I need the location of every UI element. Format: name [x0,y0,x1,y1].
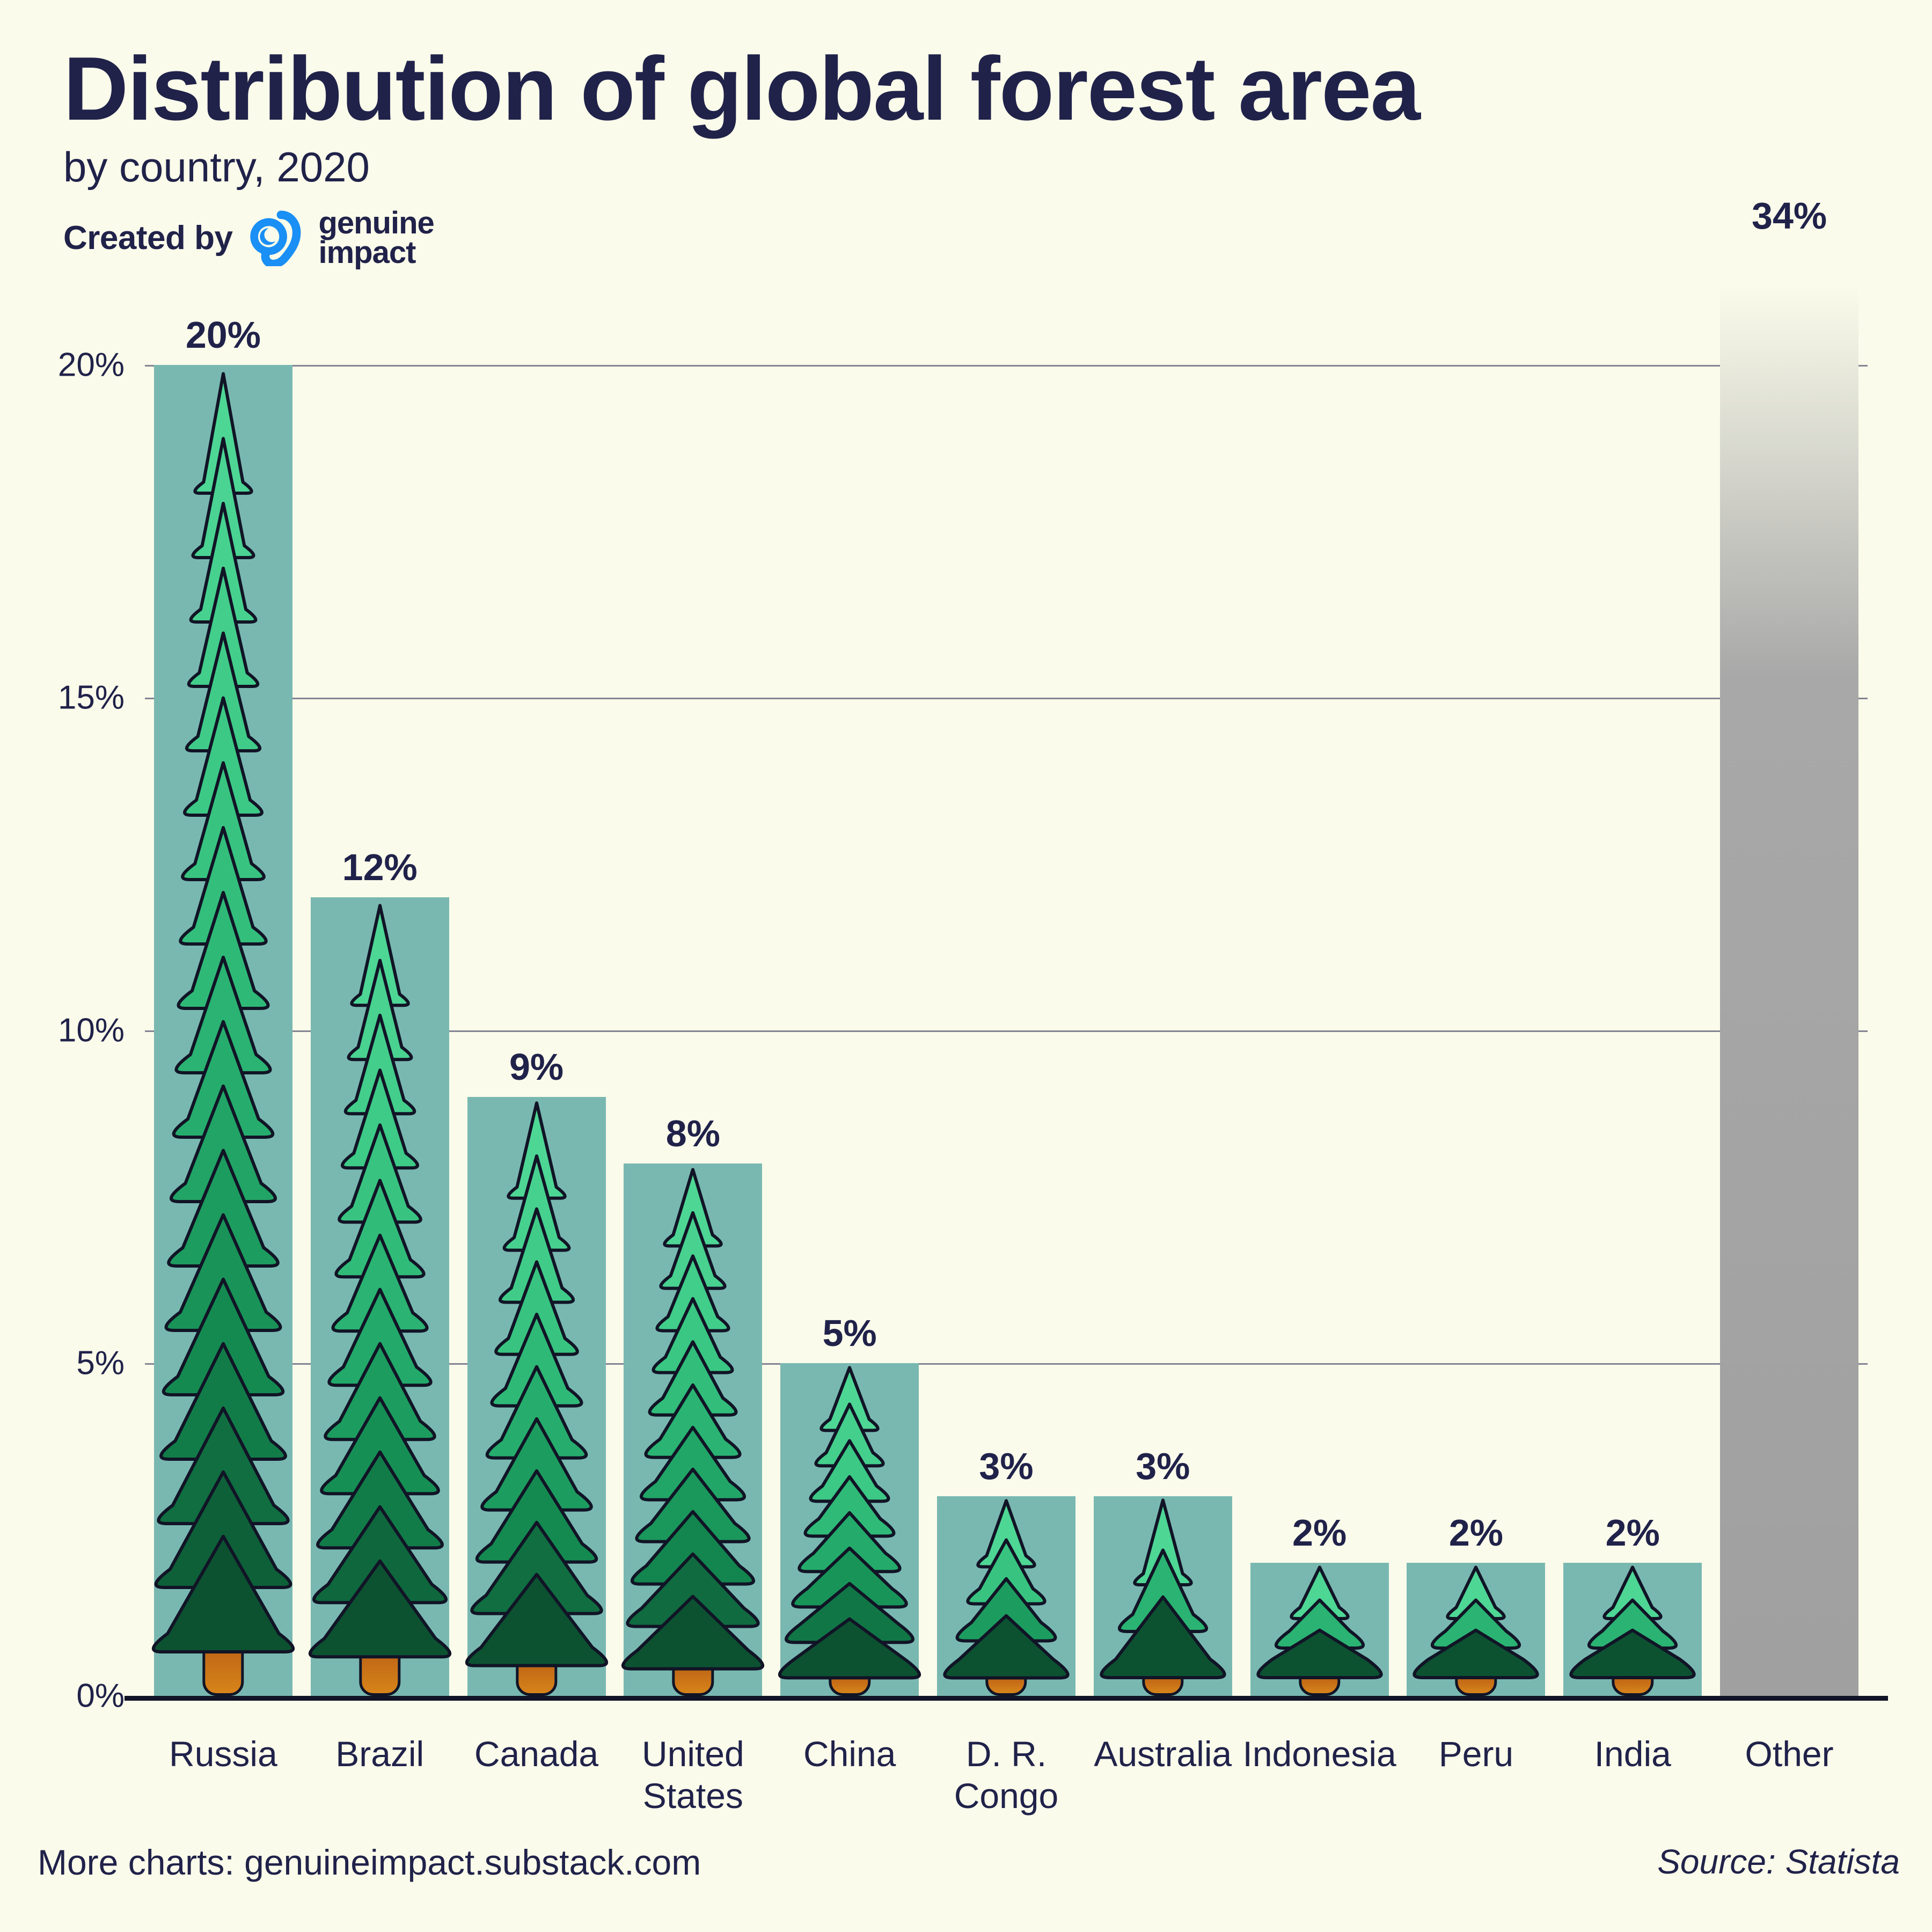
gridline [145,1030,1868,1032]
bar-australia[interactable]: 3% [1093,1445,1232,1696]
bar-canada[interactable]: 9% [465,1046,608,1696]
brand-wordmark: genuine impact [318,206,434,270]
bar-value-label: 3% [979,1445,1034,1487]
tree-layer [1244,1617,1394,1681]
brand-line-1: genuine [318,206,434,241]
x-axis-label-russia: Russia [169,1734,277,1774]
gridline [145,698,1868,699]
chart-plot-area: 0% 5% 10% 15% 20% 20% 12% 9% 8% 5% 3% 3% 2% 2% 2% 34% [58,195,1888,1715]
bar-value-label: 8% [665,1113,720,1154]
bar-value-label: 5% [822,1312,877,1354]
tree-layer [1401,1617,1551,1681]
bar-value-label: 2% [1605,1512,1660,1554]
bar-value-label: 2% [1292,1512,1347,1554]
created-by-label: Created by [63,219,233,257]
tree-layer [1557,1617,1708,1681]
x-axis-label-other: Other [1745,1734,1834,1774]
bar-value-label: 3% [1136,1445,1190,1487]
x-axis-label-australia: Australia [1094,1734,1232,1774]
header: Distribution of global forest area by co… [63,38,1834,270]
tree-layer [1088,1584,1238,1681]
y-axis-tick-label: 0% [76,1677,125,1715]
bar-united-states[interactable]: 8% [621,1113,765,1696]
bar-value-label: 9% [509,1046,564,1088]
bar-peru[interactable]: 2% [1407,1512,1546,1696]
bar-russia[interactable]: 20% [151,314,295,1696]
more-charts-link[interactable]: More charts: genuineimpact.substack.com [38,1842,701,1882]
x-axis-label-indonesia: Indonesia [1242,1734,1396,1774]
tree-layer [766,1606,933,1681]
tree-layer [931,1602,1081,1681]
tree-layer [140,1523,306,1655]
bar-series: 20% 12% 9% 8% 5% 3% 3% 2% 2% 2% 34% [145,195,1868,1696]
bar-brazil[interactable]: 12% [308,846,451,1696]
brand-line-2: impact [318,235,416,270]
bar-value-label: 34% [1752,195,1827,237]
x-axis-label-d-r-congo: D. R. Congo [954,1734,1059,1816]
gridline [145,1363,1868,1365]
y-axis-tick-label: 20% [57,346,125,384]
page-subtitle: by country, 2020 [63,143,370,191]
page-title: Distribution of global forest area [63,38,1421,139]
source-note: Source: Statista [1657,1842,1900,1881]
bar-value-label: 20% [185,314,261,356]
created-by-row: Created by genuine impact [63,206,1834,270]
bar-india[interactable]: 2% [1563,1512,1702,1696]
tree-layer [453,1561,620,1669]
x-axis-label-canada: Canada [474,1734,599,1774]
tree-layer [610,1583,777,1672]
axis-baseline [125,1696,1888,1701]
x-axis-label-peru: Peru [1438,1734,1514,1774]
x-axis-label-united-states: United States [641,1734,744,1816]
bar-indonesia[interactable]: 2% [1250,1512,1389,1696]
gridline [145,365,1868,367]
bar-d-r-congo[interactable]: 3% [937,1445,1075,1696]
x-axis-label-brazil: Brazil [335,1734,425,1774]
x-axis-label-india: India [1594,1734,1671,1774]
bar-china[interactable]: 5% [778,1312,921,1696]
bar-value-label: 12% [342,846,418,888]
y-axis-tick-label: 5% [76,1344,125,1382]
x-axis-label-china: China [803,1734,896,1774]
bar-other[interactable]: 34% [1720,195,1859,1696]
y-axis-tick-label: 15% [57,679,125,716]
tree-layer [296,1548,463,1660]
x-axis-labels: Russia Brazil Canada United States China D. R.… [145,1733,1868,1894]
genuine-impact-logo-icon [250,210,301,266]
y-axis-tick-label: 10% [57,1012,125,1049]
bar-value-label: 2% [1448,1512,1504,1554]
other-bar-fill [1720,241,1859,1696]
